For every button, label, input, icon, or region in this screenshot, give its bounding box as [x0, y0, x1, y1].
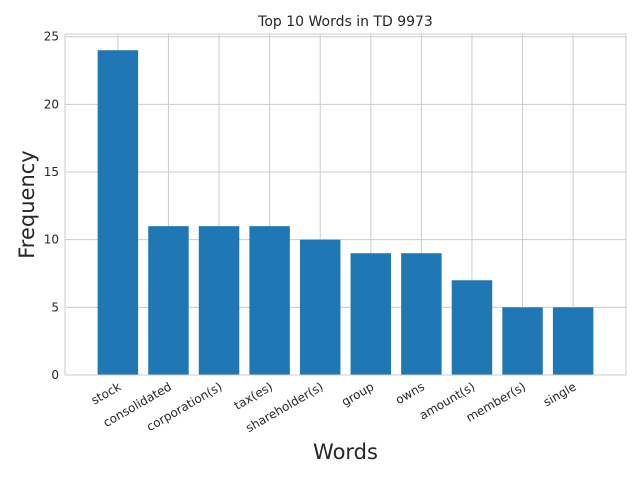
bar-corporation-s	[198, 226, 240, 375]
y-axis-title: Frequency	[15, 150, 39, 259]
bar-tax-es	[249, 226, 290, 375]
plot-area-frame	[64, 33, 627, 376]
bar-group	[350, 253, 392, 375]
y-tick-label: 5	[51, 300, 59, 314]
y-tick-label: 0	[51, 368, 59, 382]
bar-stock	[97, 50, 139, 375]
y-axis-ticks: 0 5 10 15 20 25	[44, 30, 59, 382]
bar-shareholder-s	[299, 239, 341, 375]
bar-single	[552, 307, 594, 375]
bar-owns	[401, 253, 442, 375]
y-tick-label: 15	[44, 165, 59, 179]
bar-member-s	[502, 307, 543, 375]
x-axis-title: Words	[313, 440, 378, 464]
y-tick-label: 20	[44, 97, 59, 111]
y-tick-label: 25	[44, 30, 59, 44]
bar-amount-s	[451, 280, 493, 375]
bars	[97, 50, 594, 375]
chart-title: Top 10 Words in TD 9973	[257, 14, 433, 30]
y-tick-label: 10	[44, 233, 59, 247]
bar-consolidated	[148, 226, 189, 375]
